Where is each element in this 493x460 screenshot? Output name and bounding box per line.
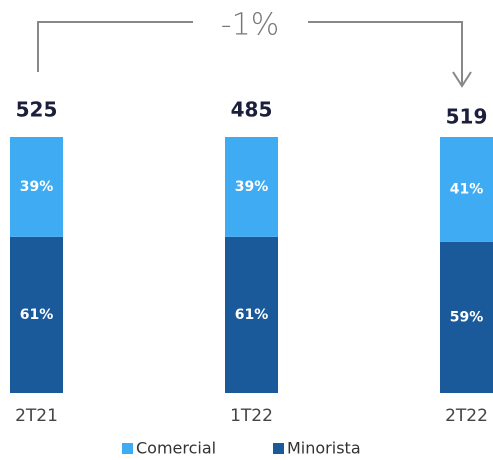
total-label: 525: [16, 98, 58, 122]
data-label: 39%: [235, 179, 269, 195]
data-label: 61%: [235, 307, 269, 323]
x-tick-label: 2T22: [445, 406, 488, 426]
legend-swatch: [122, 443, 133, 454]
total-label: 485: [231, 98, 273, 122]
bar-segment: [440, 137, 493, 242]
legend-label: Comercial: [136, 439, 216, 458]
data-label: 39%: [20, 179, 54, 195]
x-tick-label: 2T21: [15, 406, 58, 426]
bar-segment: [440, 241, 493, 393]
legend-swatch: [273, 443, 284, 454]
bar-segment: [225, 137, 278, 237]
data-label: 41%: [450, 181, 484, 197]
bar-segment: [10, 137, 63, 237]
data-label: 61%: [20, 307, 54, 323]
x-tick-label: 1T22: [230, 406, 273, 426]
bar-segment: [225, 236, 278, 393]
data-label: 59%: [450, 309, 484, 325]
arrow-line: [308, 21, 463, 85]
total-label: 519: [446, 105, 488, 129]
bar-segment: [10, 236, 63, 393]
arrow-line: [37, 21, 193, 72]
annotation: -1%: [221, 8, 279, 43]
legend-label: Minorista: [287, 439, 361, 458]
arrow-head: [452, 71, 472, 88]
